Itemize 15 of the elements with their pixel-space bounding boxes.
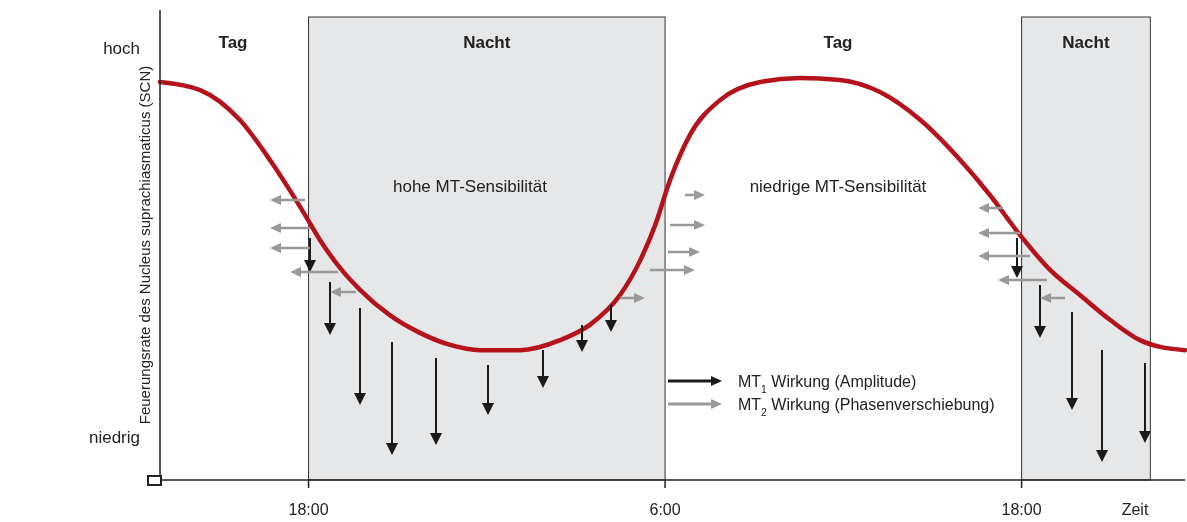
y-axis-title: Feuerungsrate des Nucleus suprachiasmaticus (SCN) (136, 65, 153, 425)
text: Tag (218, 33, 248, 52)
band-label: Nacht (463, 33, 511, 52)
x-tick-label: 18:00 (288, 501, 329, 518)
text: hoch (103, 39, 140, 58)
x-axis-title: Zeit (1121, 501, 1149, 518)
annotation: MT$_{2}$ Wirkung (Phasenverschiebung) (738, 396, 995, 418)
text: Tag (823, 33, 853, 52)
text: niedrig (88, 428, 140, 447)
band-label: Nacht (1062, 33, 1110, 52)
x-tick-label: 18:00 (1001, 501, 1042, 518)
annotation: hohe MT-Sensibilität (392, 177, 548, 196)
annotation: niedrige MT-Sensibilität (749, 177, 927, 196)
x-tick-label: 6:00 (649, 501, 681, 518)
annotation: MT$_{1}$ Wirkung (Amplitude) (738, 373, 917, 395)
